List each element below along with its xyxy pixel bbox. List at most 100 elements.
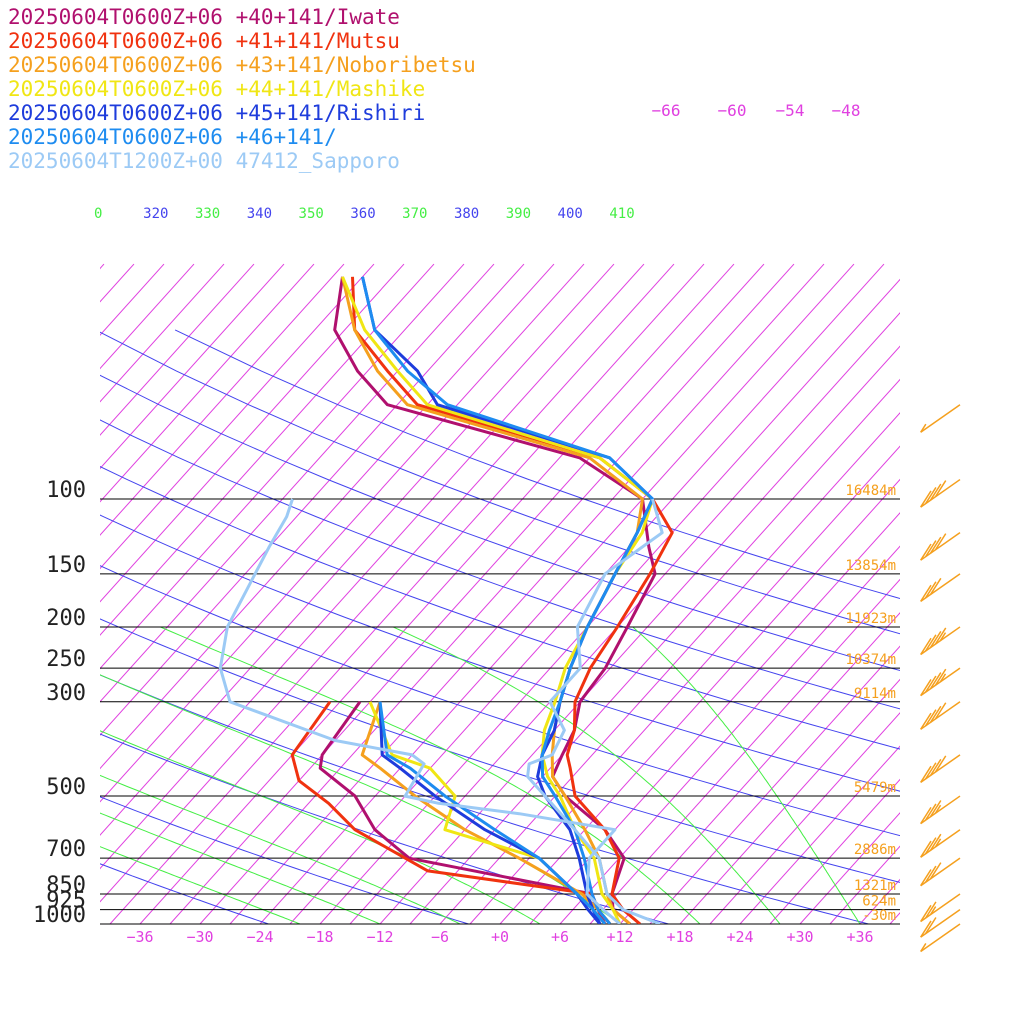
moist-adiabat-line [100,730,541,924]
isotherm-line [199,263,795,924]
isotherm-grid [0,263,1024,924]
wind-barb-flag [934,804,942,814]
wind-barb-flag [929,758,942,776]
wind-barb-flag [929,577,942,595]
wind-barb-flag [929,672,942,690]
isotherm-line [0,264,74,924]
pressure-label: 150 [46,553,86,578]
wind-barb [920,626,961,656]
theta-label: 410 [609,206,634,222]
axis-labels: 100 16484m 150 13854m 200 11923m 250 10374m 300 9… [33,101,896,946]
wind-barb-flag [924,837,937,855]
isotherm-line [100,263,615,836]
wind-barb-flag [920,869,932,887]
isotherm-line [100,263,465,670]
isotherm-line [100,263,105,270]
wind-barb-flag [939,673,947,683]
theta-label: 350 [299,206,324,222]
isotherm-line [100,263,495,703]
theta-label: 340 [247,206,272,222]
isotherm-line [100,263,405,603]
isotherm-line [169,263,765,924]
pressure-label: 300 [46,681,86,706]
wind-barb-flag [920,490,932,508]
wind-barb-flag [920,637,932,655]
isotherm-line [709,712,900,924]
wind-barb-flag [920,920,932,938]
wind-barb [920,701,961,730]
wind-barb-flag [924,917,937,935]
theta-label: 380 [454,206,479,222]
wind-barb-flag [934,702,947,720]
isotherm-line [889,912,900,924]
height-label: 5479m [854,780,896,796]
wind-barb-flag [934,480,947,498]
wind-barb-flag [934,533,947,551]
isotherm-line [100,263,285,470]
wind-barb-flag [920,712,932,730]
profile-series [218,276,674,924]
dry-adiabat-line [100,863,269,924]
isotherm-line [980,264,1024,924]
moist-adiabat-line [392,626,781,924]
isotherm-line [0,264,14,924]
isotherm-line [100,263,675,903]
isobar-lines [100,498,900,925]
isotherm-line [100,263,585,803]
pressure-label: 925 [46,889,86,914]
legend-entry: 20250604T1200Z+00 47412_Sapporo [8,149,400,173]
wind-barb-flag [920,840,932,858]
wind-barb-flag [924,634,937,652]
wind-barb-flag [920,679,932,697]
isotherm-line [100,263,435,636]
isotherm-line [100,263,345,536]
isotherm-line [769,778,900,924]
temperature-tick-label: −12 [366,928,393,946]
isotherm-line [469,445,900,924]
wind-barb-flag [929,800,942,818]
theta-label: 370 [402,206,427,222]
upper-temperature-label: −48 [832,101,861,120]
profile-line [360,701,612,924]
wind-barb-flag [924,865,937,883]
wind-barb-flag [924,487,937,505]
legend-entry: 20250604T0600Z+06 +41+141/Mutsu [8,29,400,53]
isotherm-line [139,263,735,924]
height-label: 10374m [845,652,896,668]
pressure-label: 1000 [33,903,86,928]
wind-barb-flag [924,581,937,599]
profile-line [218,498,621,924]
wind-barb [920,532,961,561]
upper-temperature-label: −60 [718,101,747,120]
legend-entry: 20250604T0600Z+06 +40+141/Iwate [8,5,400,29]
isotherm-line [229,263,825,924]
isotherm-line [289,263,885,924]
dry-adiabat-line [100,796,469,924]
temperature-tick-label: −24 [246,928,273,946]
isotherm-line [739,745,900,924]
isotherm-line [559,545,900,924]
theta-label: 390 [506,206,531,222]
isotherm-line [349,312,900,924]
temperature-tick-label: +0 [491,928,509,946]
wind-barb [920,857,961,887]
pressure-label: 850 [46,873,86,898]
profile-line [378,701,602,924]
profile-line [351,276,674,924]
isotherm-line [619,612,900,924]
height-label: 624m [862,894,896,910]
temperature-tick-label: −36 [126,928,153,946]
isotherm-line [100,263,255,436]
wind-barb-flag [924,675,937,693]
isotherm-line [100,263,225,403]
isotherm-line [1010,264,1024,924]
wind-barb-flag [929,906,937,916]
height-label: 9114m [854,686,896,702]
wind-barbs [920,404,961,953]
profile-line [378,701,607,924]
wind-barb-flag [934,627,947,645]
height-label: 16484m [845,483,896,499]
height-label: -30m [862,908,896,924]
theta-label: 330 [195,206,220,222]
